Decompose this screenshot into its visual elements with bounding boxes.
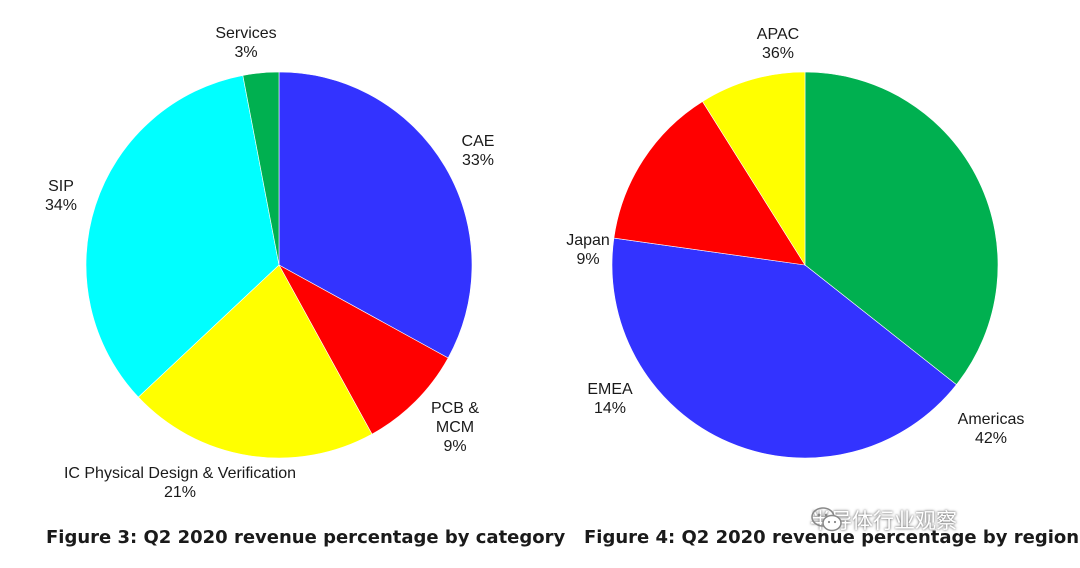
slice-label-japan: Japan 9% bbox=[566, 232, 610, 268]
slice-category-label: SIP bbox=[48, 178, 74, 195]
chart-title-category: Figure 3: Q2 2020 revenue percentage by … bbox=[46, 527, 566, 548]
slice-label-apac: APAC 36% bbox=[757, 26, 799, 62]
pie-chart-0: CAE 33% PCB & MCM 9% IC Physical Design & Ver… bbox=[45, 25, 494, 501]
slice-label-pcb-mcm: PCB & MCM 9% bbox=[431, 400, 479, 455]
slice-category-label: EMEA bbox=[587, 381, 633, 398]
slice-value-label: 42% bbox=[975, 430, 1007, 447]
chart-title-region: Figure 4: Q2 2020 revenue percentage by … bbox=[584, 527, 1080, 548]
pie-slice-services bbox=[242, 71, 280, 266]
pie-chart-1: APAC 36% Americas 42% EMEA 14% Japan 9% bbox=[566, 26, 1025, 459]
wechat-logo-icon bbox=[811, 507, 842, 532]
slice-label-services: Services 3% bbox=[215, 25, 276, 61]
pie-slice-sip bbox=[85, 75, 280, 398]
slice-value-label: 14% bbox=[594, 400, 626, 417]
slice-value-label: 34% bbox=[45, 197, 77, 214]
slice-label-emea: EMEA 14% bbox=[587, 381, 633, 417]
pie-slice-japan bbox=[702, 71, 806, 267]
slice-label-ic-physical-design-verification: IC Physical Design & Verification 21% bbox=[64, 465, 296, 501]
pie-slice-ic-physical-design-verification bbox=[137, 264, 373, 459]
watermark: 半导体行业观察 bbox=[810, 505, 957, 535]
slice-category-label: APAC bbox=[757, 26, 799, 43]
slice-category-label: Japan bbox=[566, 232, 610, 249]
slice-value-label: 33% bbox=[462, 152, 494, 169]
slice-value-label: 3% bbox=[234, 44, 257, 61]
slice-category-label: PCB & bbox=[431, 400, 479, 417]
pie-slice-pcb-mcm bbox=[278, 264, 449, 435]
slice-value-label: 9% bbox=[576, 251, 599, 268]
slice-label-sip: SIP 34% bbox=[45, 178, 77, 214]
slice-category-label: Services bbox=[215, 25, 276, 42]
slice-category-label: MCM bbox=[436, 419, 474, 436]
pie-slice-emea bbox=[613, 101, 806, 266]
slice-label-cae: CAE 33% bbox=[462, 133, 495, 169]
slice-label-americas: Americas 42% bbox=[958, 411, 1025, 447]
pie-slice-apac bbox=[804, 71, 999, 386]
pie-slice-americas bbox=[611, 237, 957, 459]
slice-value-label: 36% bbox=[762, 45, 794, 62]
slice-value-label: 21% bbox=[164, 484, 196, 501]
slice-category-label: IC Physical Design & Verification bbox=[64, 465, 296, 482]
slice-value-label: 9% bbox=[443, 438, 466, 455]
slice-category-label: Americas bbox=[958, 411, 1025, 428]
slice-category-label: CAE bbox=[462, 133, 495, 150]
pie-slice-cae bbox=[278, 71, 473, 359]
